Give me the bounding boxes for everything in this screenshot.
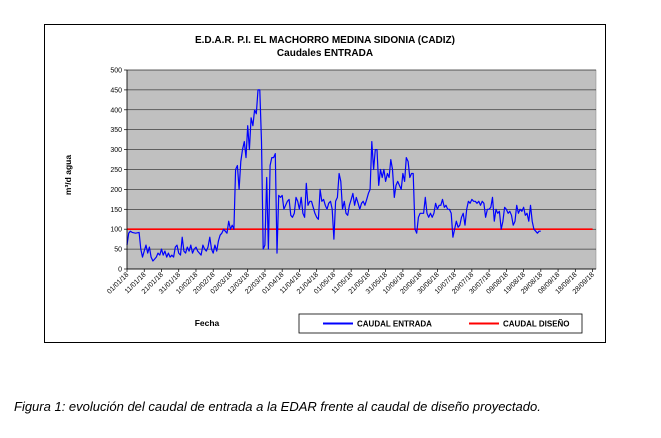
- y-tick-label: 200: [110, 187, 122, 194]
- y-tick-label: 300: [110, 147, 122, 154]
- y-tick-label: 150: [110, 207, 122, 214]
- figure-caption: Figura 1: evolución del caudal de entrad…: [14, 399, 541, 414]
- y-tick-label: 350: [110, 127, 122, 134]
- y-tick-label: 450: [110, 87, 122, 94]
- series-line-caudal-entrada: [126, 89, 541, 262]
- chart-frame: E.D.A.R. P.I. EL MACHORRO MEDINA SIDONIA…: [44, 24, 606, 343]
- series-lines: [126, 89, 593, 262]
- x-axis-label: Fecha: [195, 318, 220, 328]
- y-tick-label: 400: [110, 107, 122, 114]
- y-axis-ticks: 0 50 100 150 200 250 300 350 400 450 500: [110, 68, 127, 274]
- y-tick-label: 0: [118, 267, 122, 274]
- legend-label-entrada: CAUDAL ENTRADA: [357, 320, 432, 329]
- y-axis-label: m³/d agua: [63, 155, 73, 195]
- y-tick-label: 500: [110, 68, 122, 75]
- chart-subtitle: Caudales ENTRADA: [277, 48, 373, 59]
- chart-title: E.D.A.R. P.I. EL MACHORRO MEDINA SIDONIA…: [195, 35, 455, 46]
- y-tick-label: 50: [114, 247, 122, 254]
- x-axis-ticks: 01/01/1811/01/1821/01/1831/01/1810/02/18…: [106, 269, 596, 296]
- legend: [298, 313, 583, 334]
- y-tick-label: 250: [110, 167, 122, 174]
- y-tick-label: 100: [110, 227, 122, 234]
- line-chart: E.D.A.R. P.I. EL MACHORRO MEDINA SIDONIA…: [63, 35, 597, 334]
- legend-label-diseno: CAUDAL DISEÑO: [503, 320, 570, 329]
